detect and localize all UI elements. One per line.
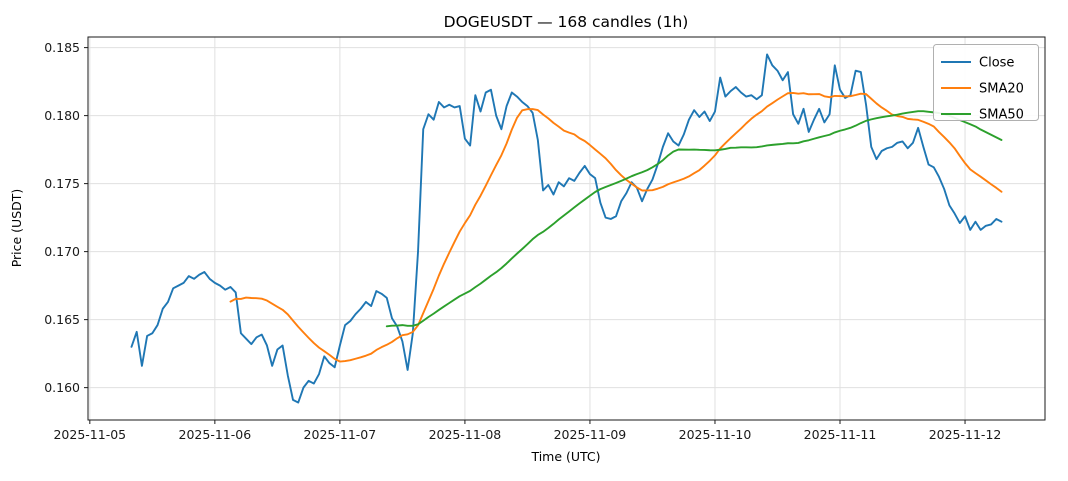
series-lines [130, 53, 1003, 404]
y-tick-label: 0.175 [44, 176, 80, 191]
x-tick-label: 2025-11-12 [929, 427, 1002, 442]
x-axis-label: Time (UTC) [530, 449, 600, 464]
x-tick-label: 2025-11-08 [429, 427, 502, 442]
x-tick-label: 2025-11-07 [304, 427, 377, 442]
x-tick-label: 2025-11-09 [554, 427, 627, 442]
legend-label-sma20: SMA20 [979, 82, 1024, 97]
x-tick-label: 2025-11-11 [804, 427, 877, 442]
y-tick-label: 0.180 [44, 108, 80, 123]
sma20-line [229, 92, 1003, 363]
y-tick-label: 0.160 [44, 380, 80, 395]
sma50-line [385, 110, 1003, 328]
legend: Close SMA20 SMA50 [933, 44, 1039, 123]
y-tick-label: 0.165 [44, 312, 80, 327]
gridlines [88, 37, 1045, 420]
x-tick-label: 2025-11-05 [53, 427, 126, 442]
legend-label-sma50: SMA50 [979, 108, 1024, 123]
y-axis-label: Price (USDT) [9, 189, 24, 268]
legend-box [933, 44, 1039, 121]
plot-border [87, 36, 1046, 421]
y-tick-label: 0.170 [44, 244, 80, 259]
chart-title: DOGEUSDT — 168 candles (1h) [444, 13, 689, 31]
x-tick-label: 2025-11-10 [679, 427, 752, 442]
axis-ticks: 0.160 0.165 0.170 0.175 0.180 0.185 2025-11-05… [44, 40, 1001, 442]
y-tick-label: 0.185 [44, 40, 80, 55]
x-tick-label: 2025-11-06 [179, 427, 252, 442]
close-line [130, 53, 1003, 404]
legend-label-close: Close [979, 56, 1014, 71]
